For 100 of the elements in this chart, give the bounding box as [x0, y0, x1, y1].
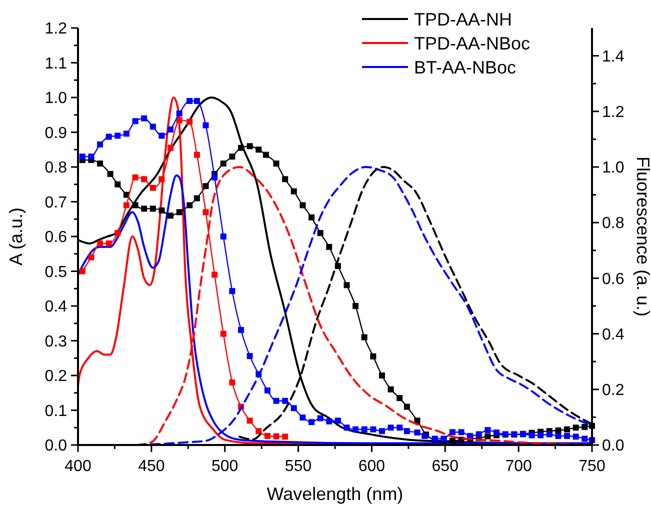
point	[582, 424, 588, 430]
point	[246, 418, 253, 424]
point	[88, 254, 94, 260]
point	[150, 206, 156, 212]
point	[414, 418, 420, 424]
point	[168, 144, 174, 151]
y-tick-label: 1.0	[44, 90, 68, 108]
point	[168, 126, 174, 132]
point	[326, 418, 332, 424]
x-tick-label: 700	[505, 458, 532, 475]
point	[202, 122, 209, 128]
legend-label: TPD-AA-NH	[414, 9, 512, 30]
y-tick-label: 0.8	[44, 160, 68, 177]
point	[132, 118, 138, 124]
point	[414, 429, 420, 436]
x-tick-label: 450	[138, 458, 165, 475]
y-tick-label: 0.0	[44, 438, 68, 455]
y2-tick-label: 0.0	[602, 438, 624, 455]
y2-tick-label: 0.8	[602, 215, 624, 232]
point	[97, 141, 104, 148]
point	[150, 184, 156, 191]
point	[186, 118, 193, 125]
point	[264, 387, 270, 394]
point	[106, 240, 112, 246]
y2-tick-label: 0.6	[602, 270, 624, 288]
point	[352, 303, 359, 309]
y-tick-label: 1.2	[44, 20, 68, 38]
point	[449, 438, 456, 444]
point	[458, 429, 464, 436]
point	[132, 174, 138, 180]
point	[528, 432, 535, 438]
point	[150, 124, 156, 130]
point	[220, 234, 226, 240]
point	[229, 288, 236, 294]
x-axis-title: Wavelength (nm)	[266, 484, 404, 504]
point	[388, 386, 394, 392]
point	[370, 426, 376, 432]
point	[572, 424, 579, 431]
point	[176, 110, 182, 116]
point	[344, 424, 350, 431]
point	[300, 414, 306, 421]
point	[141, 206, 148, 212]
point	[123, 202, 130, 208]
point	[300, 202, 306, 208]
point	[114, 230, 121, 236]
point	[290, 188, 297, 194]
point	[344, 282, 350, 288]
point	[326, 244, 332, 250]
y-tick-label: 0.4	[44, 298, 68, 316]
y2-tick-label: 0.2	[602, 382, 624, 399]
point	[378, 372, 385, 378]
point	[141, 115, 148, 122]
y-tick-label: 0.1	[44, 402, 68, 420]
point	[282, 176, 288, 182]
point	[79, 268, 86, 274]
point	[79, 154, 86, 160]
point	[555, 432, 562, 439]
y2-tick-label: 1.0	[602, 160, 624, 177]
point	[220, 330, 226, 337]
x-tick-label: 600	[358, 458, 386, 475]
y-tick-label: 0.3	[44, 333, 68, 350]
point	[396, 424, 403, 431]
point	[246, 353, 253, 360]
point	[176, 209, 182, 216]
y2-tick-label: 0.4	[602, 326, 624, 344]
point	[564, 432, 570, 439]
point	[388, 424, 394, 431]
point	[308, 419, 315, 426]
point	[494, 429, 500, 436]
point	[378, 428, 385, 434]
point	[194, 195, 200, 202]
point	[158, 207, 165, 214]
point	[404, 404, 410, 410]
point	[262, 152, 269, 158]
point	[114, 181, 121, 188]
point	[194, 98, 200, 104]
point	[546, 431, 552, 438]
point	[273, 160, 280, 167]
point	[186, 202, 193, 208]
y-tick-label: 0.5	[44, 264, 68, 281]
y-tick-label: 0.9	[44, 124, 68, 142]
y-tick-label: 0.6	[44, 229, 68, 246]
point	[238, 326, 244, 333]
point	[141, 176, 148, 182]
point	[158, 176, 165, 182]
x-tick-label: 400	[64, 458, 92, 475]
point	[97, 240, 104, 246]
point	[404, 428, 410, 434]
point	[220, 160, 226, 167]
point	[88, 154, 94, 160]
point	[107, 170, 114, 177]
legend-label: BT-AA-NBoc	[414, 57, 516, 78]
point	[273, 433, 280, 440]
point	[202, 209, 209, 216]
y-tick-label: 0.2	[44, 368, 68, 386]
y-tick-label: 1.1	[44, 55, 68, 72]
point	[273, 398, 280, 404]
point	[238, 144, 244, 151]
point	[212, 272, 218, 278]
point	[476, 431, 482, 438]
